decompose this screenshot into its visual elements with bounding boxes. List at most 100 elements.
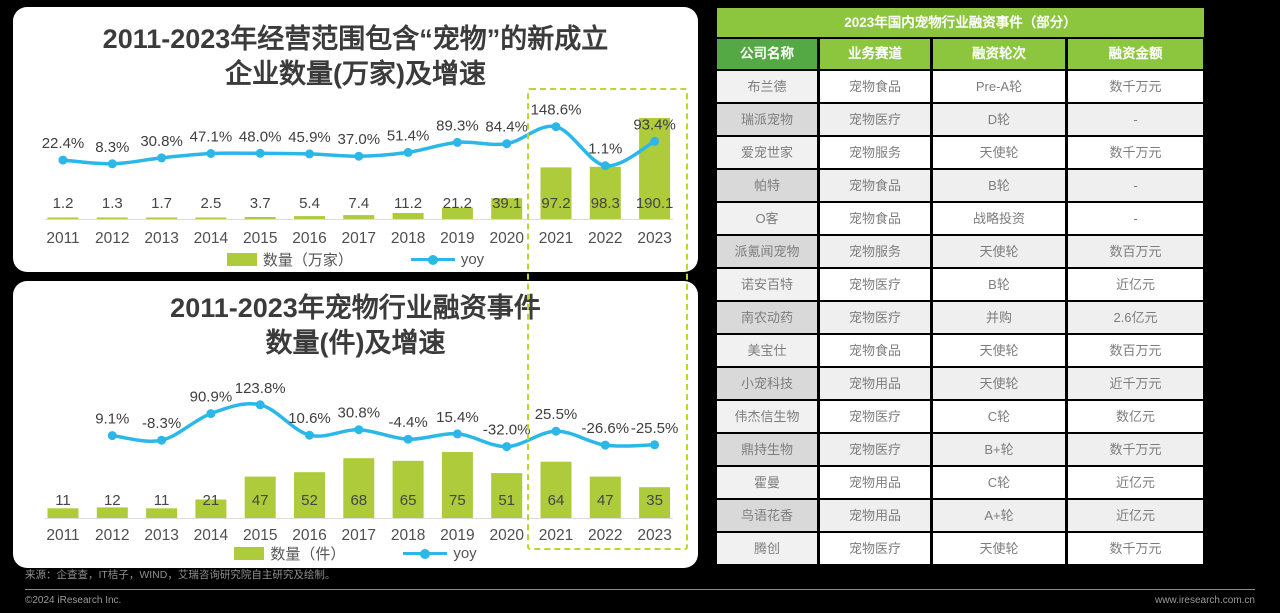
svg-text:97.2: 97.2 [541, 195, 570, 212]
svg-text:1.2: 1.2 [53, 195, 74, 212]
table-cell: 数千万元 [1068, 137, 1203, 168]
svg-text:-32.0%: -32.0% [483, 422, 531, 439]
table-body: 布兰德 宠物食品 Pre-A轮 数千万元 瑞派宠物 宠物医疗 D轮 - 爱宠世家 宠物服务 天使轮数… [717, 71, 1204, 564]
svg-text:93.4%: 93.4% [633, 116, 676, 133]
table-cell: 帕特 [717, 170, 817, 201]
svg-text:30.8%: 30.8% [140, 133, 183, 150]
svg-text:2018: 2018 [391, 527, 425, 544]
svg-text:11: 11 [154, 492, 170, 509]
table-row: 腾创 宠物医疗 天使轮 数千万元 [717, 533, 1204, 564]
table-cell: 并购 [933, 302, 1065, 333]
svg-text:11.2: 11.2 [394, 195, 422, 212]
table-header-row: 公司名称 业务赛道 融资轮次 融资金额 [717, 39, 1204, 69]
legend-item-bar: 数量（件） [234, 543, 345, 564]
legend-item-line: yoy [410, 251, 484, 268]
table-cell: 美宝仕 [717, 335, 817, 366]
svg-text:47: 47 [597, 492, 614, 509]
website-link[interactable]: www.iresearch.com.cn [1154, 595, 1255, 606]
svg-text:25.5%: 25.5% [535, 406, 578, 423]
table-row: 帕特 宠物食品 B轮 - [717, 170, 1204, 201]
table-cell: 近亿元 [1068, 269, 1203, 300]
funding-chart-title-line2: 数量(件)及增速 [265, 328, 446, 358]
table-cell: 爱宠世家 [717, 137, 817, 168]
table-cell: 小宠科技 [717, 368, 817, 399]
table-cell: 数百万元 [1068, 335, 1203, 366]
companies-chart-title: 2011-2023年经营范围包含“宠物”的新成立 企业数量(万家)及增速 [13, 22, 698, 92]
svg-text:21.2: 21.2 [443, 195, 472, 212]
table-cell: 2.6亿元 [1068, 302, 1203, 333]
table-cell: 宠物用品 [820, 467, 930, 498]
table-cell: 宠物食品 [820, 170, 930, 201]
svg-text:51.4%: 51.4% [387, 127, 430, 144]
funding-chart-title: 2011-2023年宠物行业融资事件 数量(件)及增速 [13, 291, 698, 361]
table-row: 布兰德 宠物食品 Pre-A轮 数千万元 [717, 71, 1204, 102]
table-row: 伟杰信生物 宠物医疗 C轮 数亿元 [717, 401, 1204, 432]
svg-text:47.1%: 47.1% [190, 129, 233, 146]
svg-text:2019: 2019 [440, 230, 474, 247]
svg-text:2022: 2022 [588, 230, 622, 247]
svg-text:37.0%: 37.0% [338, 131, 381, 148]
svg-text:2020: 2020 [489, 230, 524, 247]
source-note: 来源：企查查，IT桔子，WIND，艾瑞咨询研究院自主研究及绘制。 [25, 569, 336, 581]
svg-text:2022: 2022 [588, 527, 622, 544]
table-cell: 布兰德 [717, 71, 817, 102]
svg-text:22.4%: 22.4% [42, 135, 85, 152]
table-cell: 数千万元 [1068, 71, 1203, 102]
table-cell: A+轮 [933, 500, 1065, 531]
legend-item-bar: 数量（万家） [226, 249, 353, 270]
table-cell: 鼎持生物 [717, 434, 817, 465]
svg-text:2015: 2015 [243, 230, 277, 247]
table-cell: 宠物医疗 [820, 104, 930, 135]
footer-divider [25, 589, 1255, 590]
svg-text:2021: 2021 [539, 230, 573, 247]
table-cell: C轮 [933, 467, 1065, 498]
table-row: 爱宠世家 宠物服务 天使轮 数千万元 [717, 137, 1204, 168]
svg-text:1.3: 1.3 [102, 195, 123, 212]
table-row: 鸟语花香 宠物用品 A+轮 近亿元 [717, 500, 1204, 531]
table-cell: 数亿元 [1068, 401, 1203, 432]
svg-text:1.7: 1.7 [151, 195, 172, 212]
svg-text:90.9%: 90.9% [190, 389, 233, 406]
svg-text:3.7: 3.7 [250, 195, 271, 212]
svg-text:9.1%: 9.1% [95, 411, 129, 428]
table-row: O客 宠物食品 战略投资 - [717, 203, 1204, 234]
table-cell: 天使轮 [933, 368, 1065, 399]
svg-text:21: 21 [203, 492, 220, 509]
table-cell: 宠物用品 [820, 368, 930, 399]
svg-text:51: 51 [498, 492, 515, 509]
svg-text:1.1%: 1.1% [588, 141, 622, 158]
legend-item-line: yoy [403, 545, 477, 562]
companies-chart-legend: 数量（万家） yoy [13, 249, 698, 270]
svg-text:2014: 2014 [194, 230, 229, 247]
table-cell: B轮 [933, 170, 1065, 201]
svg-text:2019: 2019 [440, 527, 474, 544]
funding-chart-title-line1: 2011-2023年宠物行业融资事件 [170, 293, 541, 323]
svg-text:2018: 2018 [391, 230, 425, 247]
svg-text:35: 35 [646, 492, 663, 509]
svg-text:45.9%: 45.9% [288, 129, 331, 146]
table-row: 南农动药 宠物医疗 并购 2.6亿元 [717, 302, 1204, 333]
line-swatch-icon [410, 254, 455, 265]
svg-text:2012: 2012 [95, 527, 129, 544]
table-row: 瑞派宠物 宠物医疗 D轮 - [717, 104, 1204, 135]
svg-text:7.4: 7.4 [348, 195, 369, 212]
svg-text:2011: 2011 [46, 230, 79, 247]
svg-text:11: 11 [55, 492, 71, 509]
table-cell: 宠物医疗 [820, 269, 930, 300]
svg-text:2020: 2020 [489, 527, 524, 544]
svg-text:5.4: 5.4 [299, 195, 320, 212]
svg-text:2017: 2017 [342, 527, 376, 544]
svg-text:2014: 2014 [194, 527, 229, 544]
table-cell: 宠物医疗 [820, 302, 930, 333]
table-cell: - [1068, 203, 1203, 234]
svg-text:65: 65 [400, 492, 417, 509]
table-cell: Pre-A轮 [933, 71, 1065, 102]
table-cell: 天使轮 [933, 137, 1065, 168]
svg-text:2016: 2016 [292, 527, 326, 544]
bar-swatch-icon [226, 253, 257, 266]
svg-text:48.0%: 48.0% [239, 128, 282, 145]
legend-bar-label: 数量（万家） [262, 252, 353, 269]
table-cell: 瑞派宠物 [717, 104, 817, 135]
table-cell: 近亿元 [1068, 467, 1203, 498]
